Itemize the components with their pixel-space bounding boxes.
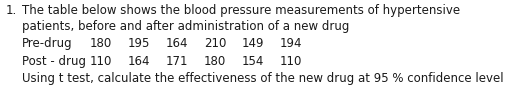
Text: 180: 180 xyxy=(90,37,112,50)
Text: 180: 180 xyxy=(204,55,226,68)
Text: Pre-drug: Pre-drug xyxy=(22,37,72,50)
Text: The table below shows the blood pressure measurements of hypertensive: The table below shows the blood pressure… xyxy=(22,4,459,17)
Text: 164: 164 xyxy=(165,37,188,50)
Text: Post - drug: Post - drug xyxy=(22,55,86,68)
Text: 110: 110 xyxy=(90,55,112,68)
Text: 154: 154 xyxy=(242,55,264,68)
Text: Using t test, calculate the effectiveness of the new drug at 95 % confidence lev: Using t test, calculate the effectivenes… xyxy=(22,72,503,85)
Text: 195: 195 xyxy=(128,37,150,50)
Text: 194: 194 xyxy=(279,37,302,50)
Text: 164: 164 xyxy=(128,55,150,68)
Text: 149: 149 xyxy=(242,37,264,50)
Text: 110: 110 xyxy=(279,55,302,68)
Text: 171: 171 xyxy=(165,55,188,68)
Text: 1.: 1. xyxy=(6,4,17,17)
Text: patients, before and after administration of a new drug: patients, before and after administratio… xyxy=(22,20,349,33)
Text: 210: 210 xyxy=(204,37,226,50)
